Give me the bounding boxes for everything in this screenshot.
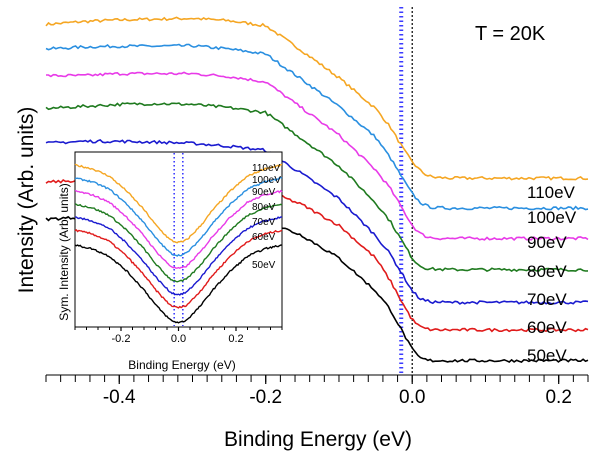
main-x-tick-label: -0.2 [249, 387, 282, 408]
inset-series-50eV [74, 244, 282, 324]
inset-series-90eV [74, 189, 283, 270]
inset-series-label: 90eV [252, 187, 276, 198]
inset-series-label: 50eV [252, 260, 276, 271]
main-series-label: 110eV [527, 183, 576, 202]
main-series-100eV [45, 43, 589, 211]
inset-x-tick-label: -0.2 [112, 333, 131, 345]
inset-series-110eV [74, 163, 283, 244]
inset-x-tick-label: 0.2 [228, 333, 243, 345]
main-series-label: 80eV [527, 262, 567, 281]
inset-series-100eV [74, 176, 283, 257]
inset-series-label: 80eV [252, 202, 276, 213]
inset-series-label: 110eV [252, 163, 281, 174]
inset-frame [74, 151, 283, 328]
inset-x-axis-label: Binding Energy (eV) [128, 358, 235, 372]
main-series-90eV [46, 71, 589, 241]
inset-series-60eV [74, 228, 283, 309]
main-series-label: 90eV [527, 233, 567, 252]
inset-series-label: 70eV [252, 217, 276, 228]
inset-series-label: 100eV [252, 175, 281, 186]
main-series-70eV [45, 138, 589, 305]
main-x-tick-label: 0.2 [545, 387, 571, 408]
main-x-tick-label: -0.4 [103, 387, 136, 408]
inset-y-axis-label: Sym. Intensity (Arb. units) [57, 183, 71, 320]
main-series-label: 100eV [527, 208, 577, 227]
main-series-label: 70eV [527, 290, 567, 309]
inset-series-70eV [75, 216, 283, 296]
main-y-axis-label: Intensity (Arb. units) [15, 107, 38, 294]
main-x-tick-label: 0.0 [399, 387, 425, 408]
inset-x-tick-label: 0.0 [171, 333, 186, 345]
main-series-80eV [45, 102, 589, 273]
main-series-110eV [45, 16, 589, 181]
main-series-label: 60eV [527, 318, 567, 337]
inset-series-label: 60eV [252, 232, 276, 243]
main-x-axis-label: Binding Energy (eV) [224, 428, 412, 451]
temperature-annotation: T = 20K [475, 23, 546, 45]
inset-series-80eV [74, 203, 283, 283]
main-series-label: 50eV [527, 346, 567, 365]
